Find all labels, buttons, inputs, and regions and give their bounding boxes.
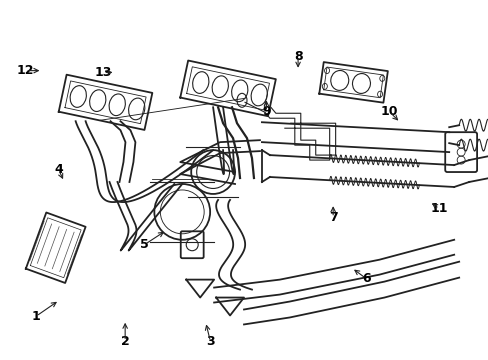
Text: 11: 11 <box>430 202 447 215</box>
Text: 10: 10 <box>380 105 398 118</box>
Text: 1: 1 <box>32 310 41 323</box>
Text: 12: 12 <box>17 64 34 77</box>
Text: 4: 4 <box>54 163 62 176</box>
Text: 2: 2 <box>121 335 129 348</box>
Text: 7: 7 <box>328 211 337 224</box>
Text: 13: 13 <box>94 66 112 79</box>
Text: 6: 6 <box>361 272 370 285</box>
Text: 9: 9 <box>262 105 270 118</box>
Text: 5: 5 <box>140 238 149 251</box>
Text: 8: 8 <box>293 50 302 63</box>
Text: 3: 3 <box>205 335 214 348</box>
